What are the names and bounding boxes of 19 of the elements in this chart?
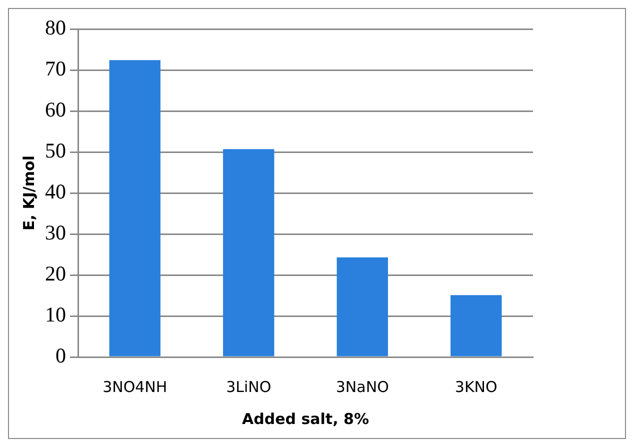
y-tick-label: 0 <box>56 344 66 368</box>
x-tick-label: 3NO4NH <box>102 378 168 396</box>
y-tick-label: 70 <box>45 56 66 81</box>
x-tick-label: 3LiNO <box>226 378 272 396</box>
x-tick-label: 3NaNO <box>336 378 389 396</box>
y-tick-label: 80 <box>45 16 66 40</box>
y-tick-label: 20 <box>45 262 66 286</box>
bar <box>109 60 160 356</box>
y-tick-label: 50 <box>45 138 66 163</box>
y-tick-label: 30 <box>45 220 66 245</box>
bar <box>223 149 274 356</box>
y-tick-label: 10 <box>45 302 66 327</box>
x-axis-title: Added salt, 8% <box>242 410 369 428</box>
y-tick-label: 60 <box>45 98 66 122</box>
bar <box>450 295 502 356</box>
y-tick-label: 40 <box>45 180 66 204</box>
y-axis-title: E, KJ/mol <box>20 156 38 230</box>
x-tick-label: 3KNO <box>454 378 498 396</box>
bar <box>336 257 388 356</box>
